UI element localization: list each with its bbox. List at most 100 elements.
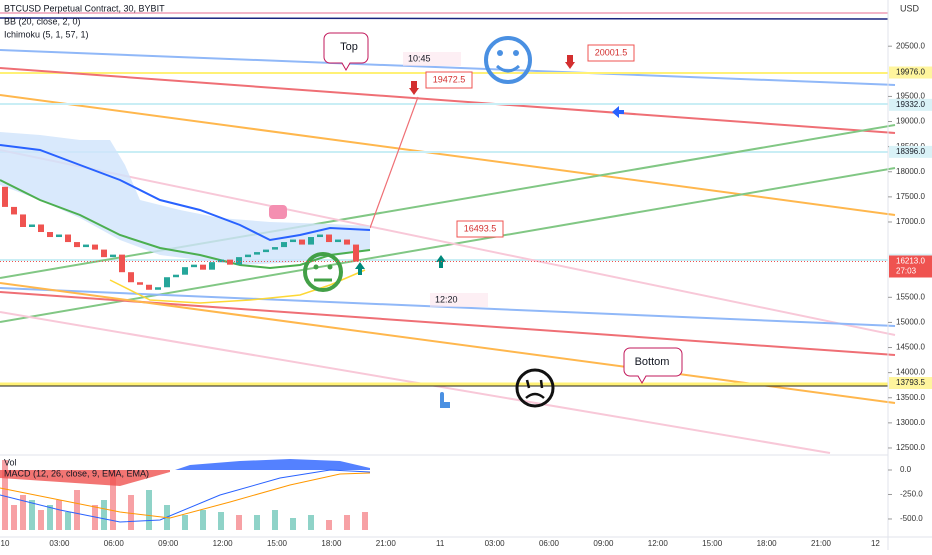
macd-line (0, 469, 371, 523)
candle-body (191, 264, 197, 268)
price-note (456, 220, 504, 238)
volume-bars (2, 460, 368, 530)
y-tick-label: 14500.0 (896, 343, 925, 352)
candle-body (29, 224, 35, 227)
y-tick-label: 19000.0 (896, 117, 925, 126)
x-tick-label: 21:00 (811, 539, 832, 548)
neutral-face (303, 252, 343, 292)
trend-line (0, 124, 896, 279)
signal-line (0, 472, 371, 519)
candle-body (92, 244, 98, 250)
time-label: 10:45 (408, 53, 431, 63)
price-marker-label: 18396.0 (896, 147, 925, 156)
x-tick-label: 18:00 (321, 539, 342, 548)
candle-body (344, 239, 350, 245)
callout (623, 347, 683, 385)
candle-body (101, 249, 107, 258)
countdown-label: 27:03 (896, 267, 917, 276)
candle-body (56, 234, 62, 238)
x-tick-label: 15:00 (267, 539, 288, 548)
x-tick-label: 15:00 (702, 539, 723, 548)
candles (2, 186, 359, 290)
trend-line (0, 167, 896, 323)
candle-body (11, 206, 17, 215)
candle-body (155, 287, 161, 290)
y-tick-label: 15500.0 (896, 292, 925, 301)
price-note (587, 44, 635, 62)
last-price-label: 16213.0 (896, 257, 925, 266)
y-tick-label: 19500.0 (896, 92, 925, 101)
price-note-text: 20001.5 (595, 47, 628, 57)
candle-body (308, 237, 314, 245)
candle-body (74, 242, 80, 248)
candle-body (83, 244, 89, 248)
x-tick-label: 12:00 (648, 539, 669, 548)
callout-text: Top (340, 41, 358, 53)
candle-body (209, 262, 215, 270)
symbol-title: BTCUSD Perpetual Contract, 30, BYBIT (4, 3, 165, 13)
macd-histogram (0, 470, 170, 486)
candle-body (38, 224, 44, 233)
price-note (425, 71, 473, 89)
candle-body (2, 186, 8, 207)
time-label: 12:20 (435, 294, 458, 304)
candle-body (128, 272, 134, 283)
down-arrow (409, 81, 419, 95)
candle-body (47, 232, 53, 238)
down-arrow (565, 55, 575, 69)
y-tick-label: 13500.0 (896, 393, 925, 402)
x-tick-label: 09:00 (158, 539, 179, 548)
candle-body (110, 254, 116, 258)
pane-label: Vol (4, 457, 17, 467)
candle-body (317, 234, 323, 238)
drawings (0, 12, 896, 454)
price-marker-label: 13793.5 (896, 378, 925, 387)
candle-body (290, 239, 296, 243)
candle-body (65, 234, 71, 243)
trend-line (0, 149, 896, 336)
icon (269, 205, 287, 219)
macd-histogram (175, 459, 370, 470)
candle-body (119, 254, 125, 273)
candle-body (200, 264, 206, 270)
y-tick-label: 15000.0 (896, 318, 925, 327)
x-tick-label: 12 (871, 539, 880, 548)
candle-body (173, 274, 179, 278)
x-tick-label: 03:00 (49, 539, 70, 548)
x-tick-label: 21:00 (376, 539, 397, 548)
candle-body (164, 277, 170, 288)
candle-body (254, 252, 260, 255)
trend-line (0, 49, 896, 86)
y-tick-label: 17500.0 (896, 192, 925, 201)
macd-tick-label: 0.0 (900, 465, 912, 474)
y-tick-label: 13000.0 (896, 418, 925, 427)
x-tick-label: 09:00 (593, 539, 614, 548)
price-note-text: 19472.5 (433, 74, 466, 84)
callout-text: Bottom (635, 356, 670, 368)
x-tick-label: 10 (1, 539, 10, 548)
y-tick-label: 17000.0 (896, 217, 925, 226)
callout (323, 32, 369, 72)
bb-basis (0, 144, 371, 242)
candle-body (20, 214, 26, 227)
ichimoku-lag (109, 269, 366, 304)
candle-body (146, 284, 152, 290)
y-tick-label: 18000.0 (896, 167, 925, 176)
x-tick-label: 11 (436, 539, 445, 548)
candle-body (353, 244, 359, 262)
y-tick-label: 20500.0 (896, 41, 925, 50)
x-tick-label: 18:00 (757, 539, 778, 548)
sad-face-details (525, 379, 545, 399)
price-marker (889, 145, 932, 158)
price-marker (889, 66, 932, 79)
pane-label: MACD (12, 26, close, 9, EMA, EMA) (4, 468, 149, 478)
up-arrow (355, 262, 365, 275)
macd-tick-label: -500.0 (900, 514, 923, 523)
candle-body (263, 249, 269, 253)
candle-body (281, 242, 287, 248)
face-eye (327, 264, 333, 270)
candle-body (245, 254, 251, 258)
y-tick-label: 12500.0 (896, 443, 925, 452)
candle-body (335, 239, 341, 243)
